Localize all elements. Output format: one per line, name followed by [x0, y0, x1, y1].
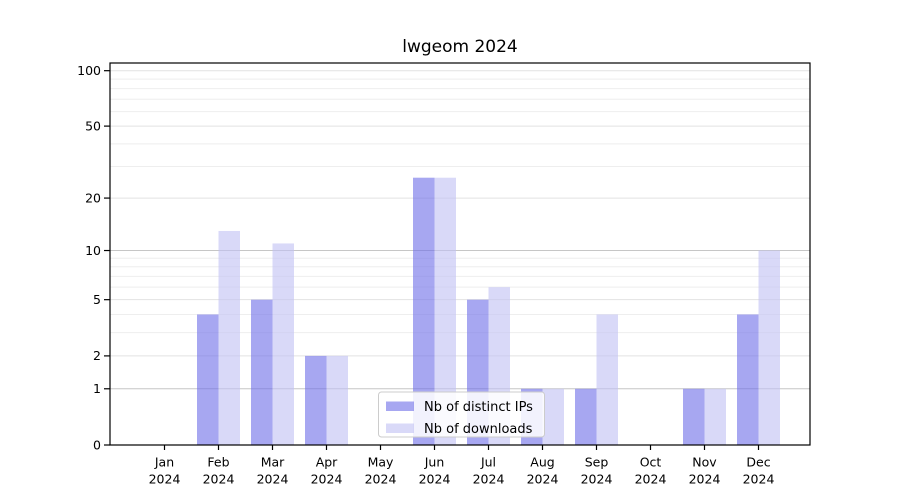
y-tick-label: 2	[93, 348, 101, 363]
legend-label-distinct-ips: Nb of distinct IPs	[424, 400, 533, 415]
x-tick-label-year: 2024	[581, 472, 613, 487]
bars	[197, 177, 780, 445]
bar-distinct-ips-dec	[737, 314, 759, 445]
x-tick-label-month: Sep	[585, 455, 609, 470]
bar-distinct-ips-sep	[575, 388, 597, 445]
bar-distinct-ips-nov	[683, 388, 705, 445]
legend-swatch-downloads	[386, 423, 414, 433]
axes-frame	[109, 62, 811, 446]
x-tick-label-month: Aug	[530, 455, 554, 470]
x-tick-label-year: 2024	[149, 472, 181, 487]
bar-downloads-feb	[218, 230, 240, 445]
bar-downloads-nov	[704, 388, 726, 445]
x-tick-label-month: Jul	[480, 455, 496, 470]
y-tick-label: 0	[93, 437, 101, 452]
bar-distinct-ips-jun	[413, 177, 435, 445]
x-tick-label-month: Jan	[154, 455, 174, 470]
x-tick-label-year: 2024	[257, 472, 289, 487]
bar-downloads-sep	[596, 314, 618, 445]
y-tick-label: 100	[77, 63, 101, 78]
x-tick-label-year: 2024	[365, 472, 397, 487]
x-tick-label-month: Nov	[692, 455, 717, 470]
bar-distinct-ips-feb	[197, 314, 219, 445]
x-tick-label-month: Feb	[207, 455, 229, 470]
x-tick-label-month: Oct	[640, 455, 662, 470]
axis-ticks-and-labels: 0 1 2 5 10 20 50 100 Jan 2024 Feb 2024 Mar 2024 Apr 202…	[77, 63, 774, 487]
bar-downloads-apr	[326, 355, 348, 445]
legend-label-downloads: Nb of downloads	[424, 422, 533, 437]
x-tick-label-year: 2024	[311, 472, 343, 487]
x-tick-label-year: 2024	[419, 472, 451, 487]
bar-distinct-ips-mar	[251, 299, 273, 445]
y-tick-label: 10	[85, 243, 101, 258]
bar-downloads-jun	[434, 177, 456, 445]
x-tick-label-year: 2024	[689, 472, 721, 487]
y-tick-label: 1	[93, 381, 101, 396]
chart-title: lwgeom 2024	[402, 37, 518, 57]
legend-swatch-distinct-ips	[386, 401, 414, 411]
x-tick-label-month: May	[368, 455, 394, 470]
y-tick-label: 50	[85, 118, 101, 133]
x-tick-label-year: 2024	[473, 472, 505, 487]
legend: Nb of distinct IPs Nb of downloads	[378, 391, 545, 438]
x-tick-label-year: 2024	[527, 472, 559, 487]
legend-box	[378, 391, 545, 438]
x-tick-label-year: 2024	[743, 472, 775, 487]
y-tick-label: 20	[85, 190, 101, 205]
x-tick-label-month: Apr	[316, 455, 338, 470]
bar-downloads-dec	[758, 250, 780, 445]
x-tick-label-year: 2024	[203, 472, 235, 487]
x-tick-label-month: Jun	[424, 455, 445, 470]
bar-distinct-ips-apr	[305, 355, 327, 445]
x-tick-label-month: Dec	[746, 455, 770, 470]
x-tick-label-year: 2024	[635, 472, 667, 487]
x-tick-label-month: Mar	[261, 455, 285, 470]
bar-downloads-aug	[542, 388, 564, 445]
bar-downloads-mar	[272, 243, 294, 445]
y-tick-label: 5	[93, 292, 101, 307]
